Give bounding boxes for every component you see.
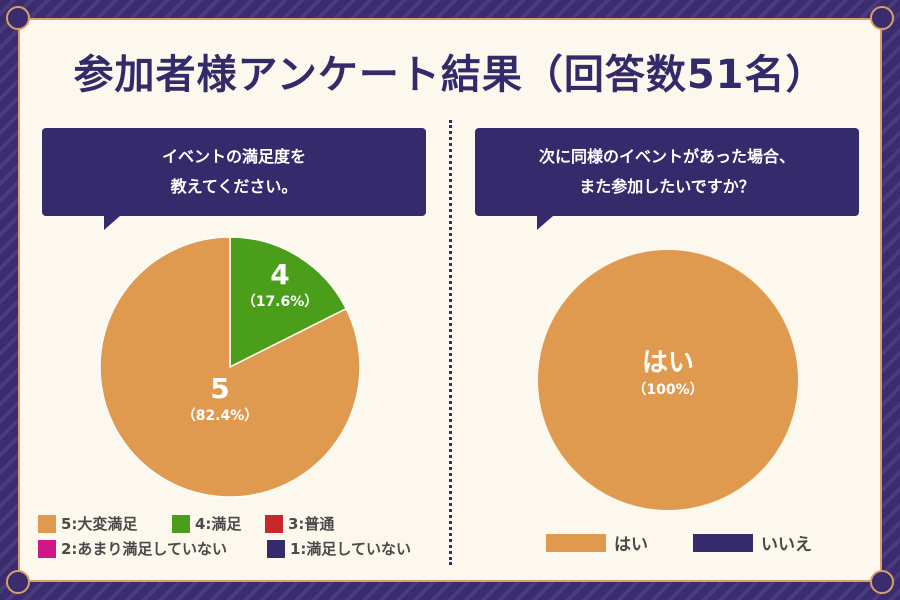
slice-label-yes: はい （100%） [618,342,718,399]
corner [6,6,30,30]
legend-label: 4:満足 [195,515,242,533]
legend-label: 1:満足していない [290,540,411,558]
slice-label-4: 4 （17.6%） [240,258,320,311]
legend-swatch [693,533,753,552]
legend-swatch [172,514,190,533]
question-1-bubble: イベントの満足度を 教えてください。 [42,128,426,230]
legend-swatch [267,539,285,558]
legend-label: はい [614,535,648,555]
divider [449,120,452,565]
question-1-line: イベントの満足度を [161,147,306,166]
legend-swatch [265,514,283,533]
legend-swatch [38,539,56,558]
legend-label: 5:大変満足 [61,515,138,533]
slice-label-name: 4 [270,258,290,291]
legend-item: 4:満足 [172,513,241,534]
corner [870,6,894,30]
slice-label-pct: （100%） [632,382,704,398]
slice-label-pct: （17.6%） [241,294,319,310]
legend-swatch [38,514,56,533]
legend-item: 5:大変満足 [38,513,137,534]
legend-label: 2:あまり満足していない [61,540,227,558]
legend-label: いいえ [761,535,812,555]
pie-slice-2-0 [538,250,798,510]
question-2-bubble: 次に同様のイベントがあった場合、 また参加したいですか？ [475,128,859,230]
corner [870,570,894,594]
legend-item: 2:あまり満足していない [38,538,227,559]
question-2-line: また参加したいですか？ [579,177,755,196]
page-title: 参加者様アンケート結果（回答数51名） [73,52,827,98]
slice-label-name: 5 [210,372,230,405]
question-2-line: 次に同様のイベントがあった場合、 [538,147,795,166]
corner [6,570,30,594]
legend-item: いいえ [693,530,812,555]
slice-label-5: 5 （82.4%） [170,372,270,425]
slice-label-name: はい [641,348,694,378]
legend-item: 1:満足していない [267,538,411,559]
legend-item: 3:普通 [265,513,334,534]
slice-label-pct: （82.4%） [181,408,259,424]
pie-slice-1-1 [229,236,348,369]
pie-slice-1-0 [99,236,361,498]
legend-swatch [546,533,606,552]
question-1-line: 教えてください。 [170,177,298,196]
legend-item: はい [546,530,648,555]
legend-label: 3:普通 [288,515,335,533]
